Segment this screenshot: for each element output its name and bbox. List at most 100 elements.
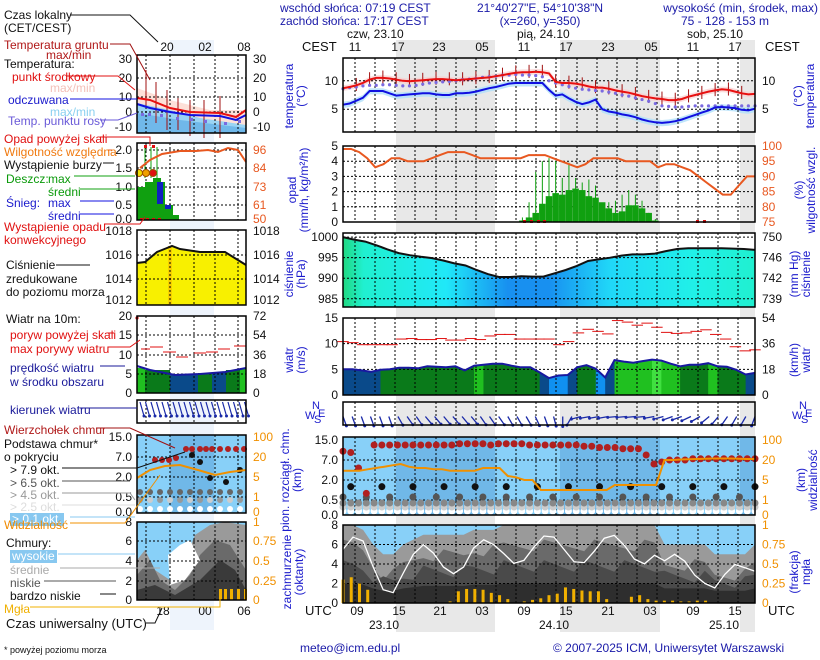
- mini-base-dot-25: [227, 497, 233, 503]
- mini-cloud-cover-tick-left: 0: [125, 593, 132, 607]
- mini-base-dot-01: [177, 506, 183, 512]
- cloud-base-dot-45: [642, 499, 650, 507]
- mini-wind-arrow-head: [208, 414, 212, 418]
- mini-wind-arrow: [177, 401, 184, 417]
- cloud-base-dot-79: [596, 483, 604, 491]
- temp-frame: [342, 57, 756, 133]
- mini-wind-arrow: [232, 401, 239, 417]
- wind-speed-band: [389, 367, 400, 395]
- temp-tick-right: 10: [762, 74, 776, 88]
- cloud-base-dot-45: [627, 499, 635, 507]
- mini-convective-marker: [140, 218, 143, 220]
- mini-precip-tick-right: 50: [253, 212, 267, 226]
- cloud-top-dot: [347, 449, 355, 456]
- axis-label-precip: opad (mm/h, kg/m²/h): [285, 147, 311, 233]
- wind-speed-band: [352, 369, 363, 395]
- axis-label-wind-right: (km/h) wiatr: [787, 343, 813, 377]
- compass-n: N: [799, 400, 807, 412]
- legend-gust-max: max porywy wiatru: [10, 342, 110, 356]
- copyright: © 2007-2025 ICM, Uniwersytet Warszawski: [553, 641, 785, 655]
- mini-cloud-top-dot: [225, 446, 231, 452]
- elevation-values: 75 - 128 - 153 m: [680, 14, 770, 28]
- legend-connector: [30, 598, 221, 608]
- dew-point-dot: [587, 88, 591, 92]
- dew-point-dot: [573, 86, 578, 90]
- legend-dew-point: Temp. punktu rosy: [8, 114, 107, 128]
- dew-point-dot: [633, 96, 637, 100]
- dew-point-dot: [547, 79, 551, 83]
- cloud-base-dot-45: [681, 499, 689, 507]
- legend-rain: Deszcz:: [6, 172, 49, 186]
- wind-speed-band: [343, 369, 353, 395]
- wind-speed-line: [343, 358, 756, 380]
- legend-connector: [70, 14, 159, 43]
- cloud-base-dot-45: [409, 499, 417, 507]
- fog-bar: [605, 599, 609, 603]
- temp-range-area: [343, 68, 755, 103]
- cloud-base-dot-45: [735, 499, 743, 507]
- visibility-tick: 5: [762, 473, 769, 487]
- legend-rain-max: max: [48, 172, 71, 186]
- mini-wind-arrow: [199, 401, 206, 417]
- cloud-base-dot-45: [533, 499, 541, 507]
- legend-clouds: Chmury:: [6, 536, 52, 550]
- cloud-cover-tick: 4: [331, 557, 338, 571]
- fog-bar: [473, 588, 477, 603]
- cloud-top-dot: [456, 440, 464, 448]
- compass-e: E: [318, 408, 325, 420]
- mini-cloud-extent-frame: [136, 434, 247, 514]
- mini-base-dot-01: [207, 506, 213, 512]
- mini-rain-bar: [137, 187, 145, 220]
- contact-email[interactable]: meteo@icm.edu.pl: [300, 641, 401, 655]
- wind-speed-band: [502, 363, 513, 395]
- mini-cloud-cover-tick-left: 4: [125, 554, 132, 568]
- wind-arrow-head: [569, 417, 573, 421]
- fog-tick: 0: [762, 596, 769, 610]
- wind-speed-band: [361, 370, 372, 395]
- dew-point-dot: [401, 84, 405, 88]
- cloud-top-dot: [619, 445, 627, 453]
- mini-precip-over-marker: [144, 145, 147, 148]
- cloud-base-dot-79: [658, 483, 666, 491]
- mini-precip-frame: [136, 142, 247, 221]
- mini-wind-arrow: [205, 401, 211, 417]
- mini-wind-arrow: [210, 401, 217, 417]
- mini-wind-arrow-head: [142, 414, 146, 418]
- cloud-extent-tick: 15.0: [315, 433, 339, 447]
- mini-pressure-tick-right: 1016: [253, 248, 280, 262]
- fog-bar: [465, 588, 469, 603]
- mini-wind-arrow-head: [170, 414, 173, 418]
- cloud-top-dot: [362, 489, 370, 497]
- mini-wind-tick-right: 0: [253, 386, 260, 400]
- mini-wind-tick-right: 18: [253, 367, 267, 381]
- wind-tick-left: 15: [325, 311, 339, 325]
- axis-label-humidity: (%) wilgotność wzgl.: [792, 146, 818, 234]
- mini-wind-arrow-head: [219, 414, 223, 418]
- wind-speed-band: [427, 366, 438, 395]
- fog-tick: 0.5: [762, 557, 779, 571]
- mini-hour-top: 20: [160, 40, 174, 54]
- cloud-top-dot: [409, 441, 417, 449]
- mini-cloud-cover-tick-right: 0.5: [253, 554, 270, 568]
- mini-base-dot-01: [237, 506, 243, 512]
- cloud-white-line: [342, 534, 756, 594]
- mini-temp-tick-right: 0: [253, 105, 260, 119]
- mini-wind-tick-right: 54: [253, 328, 267, 342]
- cloud-top-dot: [401, 441, 409, 449]
- cloud-very-low-area: [343, 583, 755, 603]
- cloud-top-dot: [627, 445, 635, 453]
- compass-w: W: [305, 410, 316, 422]
- hour-label-top: 23: [601, 40, 615, 54]
- cloud-base-dot-65: [735, 493, 743, 501]
- mini-wind-band: [170, 374, 198, 393]
- axis-label-temp-right: (°C) temperatura: [791, 63, 817, 129]
- wind-arrow: [534, 416, 541, 426]
- cloud-base-dot-79: [471, 483, 479, 491]
- pressure-frame: [342, 232, 756, 308]
- cloud-top-dot: [596, 444, 604, 451]
- fog-bar: [522, 601, 526, 603]
- mini-pressure-frame: [136, 229, 247, 306]
- legend-cloud-base: Podstawa chmur*: [4, 437, 99, 451]
- wind-arrow: [681, 415, 692, 422]
- hour-label-top: 05: [644, 40, 658, 54]
